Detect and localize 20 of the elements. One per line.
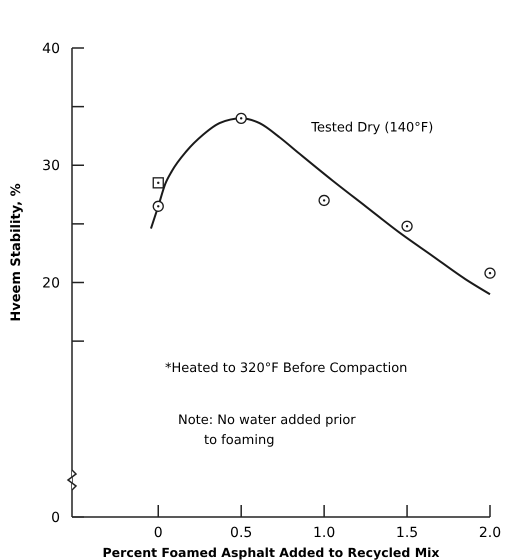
series-label: Tested Dry (140°F): [310, 120, 434, 136]
annotation: Note: No water added prior to foaming: [178, 413, 356, 448]
point: [484, 267, 496, 279]
y-tick-label: 30: [42, 158, 60, 174]
x-tick-label: 2.0: [478, 525, 502, 541]
x-axis-title: Percent Foamed Asphalt Added to Recycled Mix: [102, 545, 440, 560]
point: [318, 194, 330, 206]
x-tick-label: 1.0: [312, 525, 336, 541]
annotation: *Heated to 320°F Before Compaction: [165, 361, 408, 376]
y-tick-label: 0: [51, 510, 60, 526]
x-tick-label: 0: [154, 525, 163, 541]
point: [236, 112, 247, 124]
x-tick-label: 0.5: [230, 525, 252, 541]
point: [152, 200, 164, 212]
y-tick-label: 40: [42, 40, 60, 57]
y-tick-label: 20: [42, 275, 60, 292]
y-axis-title: Hveem Stability, %: [9, 183, 24, 322]
point: [152, 177, 164, 188]
x-tick-label: 1.5: [396, 525, 418, 541]
point: [401, 220, 413, 232]
